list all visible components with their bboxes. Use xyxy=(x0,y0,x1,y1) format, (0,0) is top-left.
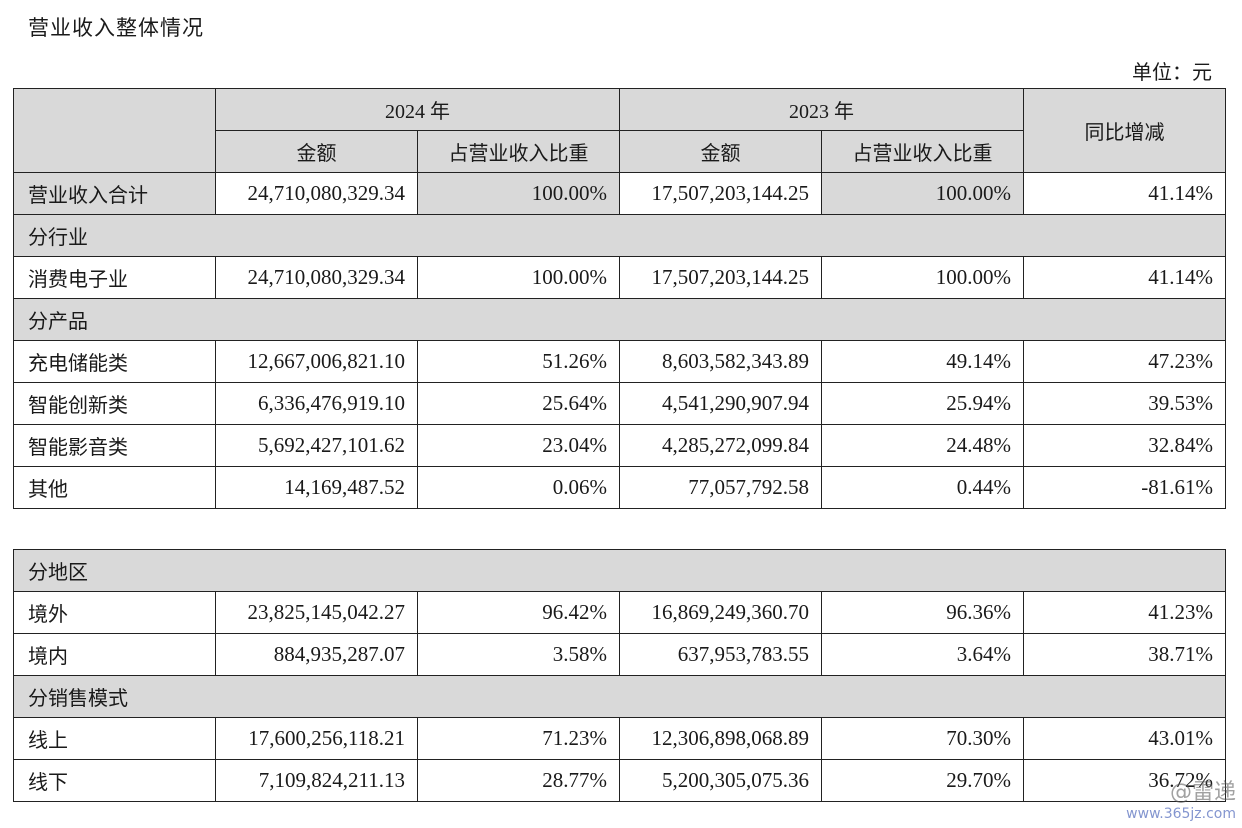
row-label: 营业收入合计 xyxy=(13,172,216,215)
section-row-industry: 分行业 xyxy=(13,214,1226,257)
amount-2024: 24,710,080,329.34 xyxy=(215,256,418,299)
yoy-change: 38.71% xyxy=(1023,633,1226,676)
amount-2023: 17,507,203,144.25 xyxy=(619,256,822,299)
amount-2023: 4,541,290,907.94 xyxy=(619,382,822,425)
yoy-change: 41.23% xyxy=(1023,591,1226,634)
row-label: 境外 xyxy=(13,591,216,634)
header-row-columns: 金额 占营业收入比重 金额 占营业收入比重 xyxy=(14,130,1226,173)
amount-2024: 884,935,287.07 xyxy=(215,633,418,676)
section-row-product: 分产品 xyxy=(13,298,1226,341)
amount-2023: 17,507,203,144.25 xyxy=(619,172,822,215)
watermark-logo: @雷递 xyxy=(1169,780,1236,805)
share-2023: 100.00% xyxy=(821,172,1024,215)
header-yoy: 同比增减 xyxy=(1023,88,1226,173)
share-2024: 100.00% xyxy=(417,256,620,299)
amount-2024: 23,825,145,042.27 xyxy=(215,591,418,634)
share-2023: 100.00% xyxy=(821,256,1024,299)
table-row: 其他 14,169,487.52 0.06% 77,057,792.58 0.4… xyxy=(13,466,1226,509)
section-label: 分行业 xyxy=(13,214,1226,257)
table-row: 充电储能类 12,667,006,821.10 51.26% 8,603,582… xyxy=(13,340,1226,383)
share-2023: 0.44% xyxy=(821,466,1024,509)
yoy-change: 43.01% xyxy=(1023,717,1226,760)
header-amount-2023: 金额 xyxy=(619,130,822,173)
section-row-sales-mode: 分销售模式 xyxy=(13,675,1226,718)
header-share-2024: 占营业收入比重 xyxy=(417,130,620,173)
share-2023: 49.14% xyxy=(821,340,1024,383)
table-row: 线上 17,600,256,118.21 71.23% 12,306,898,0… xyxy=(13,717,1226,760)
section-label: 分产品 xyxy=(13,298,1226,341)
revenue-table-top: 2024 年 2023 年 同比增减 金额 占营业收入比重 金额 占营业收入比重… xyxy=(13,88,1226,509)
row-label: 境内 xyxy=(13,633,216,676)
header-blank-cell xyxy=(13,88,216,173)
section-row-region: 分地区 xyxy=(13,549,1226,592)
header-share-2023: 占营业收入比重 xyxy=(821,130,1024,173)
table-row-total: 营业收入合计 24,710,080,329.34 100.00% 17,507,… xyxy=(13,172,1226,215)
share-2024: 71.23% xyxy=(417,717,620,760)
table-row: 消费电子业 24,710,080,329.34 100.00% 17,507,2… xyxy=(13,256,1226,299)
table-row: 线下 7,109,824,211.13 28.77% 5,200,305,075… xyxy=(13,759,1226,802)
row-label: 智能影音类 xyxy=(13,424,216,467)
watermark: @雷递 www.365jz.com xyxy=(1126,774,1236,822)
amount-2023: 16,869,249,360.70 xyxy=(619,591,822,634)
share-2024: 51.26% xyxy=(417,340,620,383)
unit-label: 单位：元 xyxy=(1132,60,1212,84)
amount-2023: 8,603,582,343.89 xyxy=(619,340,822,383)
header-row-years: 2024 年 2023 年 同比增减 xyxy=(13,88,1226,173)
share-2024: 100.00% xyxy=(417,172,620,215)
row-label: 其他 xyxy=(13,466,216,509)
row-label: 智能创新类 xyxy=(13,382,216,425)
yoy-change: 41.14% xyxy=(1023,172,1226,215)
yoy-change: 32.84% xyxy=(1023,424,1226,467)
share-2024: 96.42% xyxy=(417,591,620,634)
share-2023: 29.70% xyxy=(821,759,1024,802)
document-title: 营业收入整体情况 xyxy=(28,16,204,40)
amount-2024: 14,169,487.52 xyxy=(215,466,418,509)
amount-2023: 5,200,305,075.36 xyxy=(619,759,822,802)
yoy-change: 36.72% xyxy=(1023,759,1226,802)
yoy-change: 39.53% xyxy=(1023,382,1226,425)
share-2023: 25.94% xyxy=(821,382,1024,425)
amount-2024: 24,710,080,329.34 xyxy=(215,172,418,215)
table-row: 境外 23,825,145,042.27 96.42% 16,869,249,3… xyxy=(13,591,1226,634)
share-2024: 23.04% xyxy=(417,424,620,467)
share-2023: 24.48% xyxy=(821,424,1024,467)
amount-2024: 5,692,427,101.62 xyxy=(215,424,418,467)
share-2024: 25.64% xyxy=(417,382,620,425)
amount-2023: 77,057,792.58 xyxy=(619,466,822,509)
amount-2024: 7,109,824,211.13 xyxy=(215,759,418,802)
header-amount-2024: 金额 xyxy=(215,130,418,173)
header-year-2023: 2023 年 xyxy=(619,88,1024,131)
header-year-2024: 2024 年 xyxy=(215,88,620,131)
yoy-change: 41.14% xyxy=(1023,256,1226,299)
row-label: 充电储能类 xyxy=(13,340,216,383)
section-label: 分地区 xyxy=(13,549,1226,592)
table-row: 智能创新类 6,336,476,919.10 25.64% 4,541,290,… xyxy=(13,382,1226,425)
share-2024: 0.06% xyxy=(417,466,620,509)
row-label: 消费电子业 xyxy=(13,256,216,299)
yoy-change: -81.61% xyxy=(1023,466,1226,509)
amount-2024: 17,600,256,118.21 xyxy=(215,717,418,760)
row-label: 线上 xyxy=(13,717,216,760)
share-2024: 3.58% xyxy=(417,633,620,676)
yoy-change: 47.23% xyxy=(1023,340,1226,383)
table-row: 智能影音类 5,692,427,101.62 23.04% 4,285,272,… xyxy=(13,424,1226,467)
table-row: 境内 884,935,287.07 3.58% 637,953,783.55 3… xyxy=(13,633,1226,676)
row-label: 线下 xyxy=(13,759,216,802)
share-2024: 28.77% xyxy=(417,759,620,802)
amount-2023: 12,306,898,068.89 xyxy=(619,717,822,760)
amount-2024: 6,336,476,919.10 xyxy=(215,382,418,425)
share-2023: 96.36% xyxy=(821,591,1024,634)
section-label: 分销售模式 xyxy=(13,675,1226,718)
amount-2023: 637,953,783.55 xyxy=(619,633,822,676)
watermark-url: www.365jz.com xyxy=(1126,806,1236,822)
amount-2023: 4,285,272,099.84 xyxy=(619,424,822,467)
amount-2024: 12,667,006,821.10 xyxy=(215,340,418,383)
share-2023: 3.64% xyxy=(821,633,1024,676)
share-2023: 70.30% xyxy=(821,717,1024,760)
revenue-table-bottom: 分地区 境外 23,825,145,042.27 96.42% 16,869,2… xyxy=(13,549,1226,802)
